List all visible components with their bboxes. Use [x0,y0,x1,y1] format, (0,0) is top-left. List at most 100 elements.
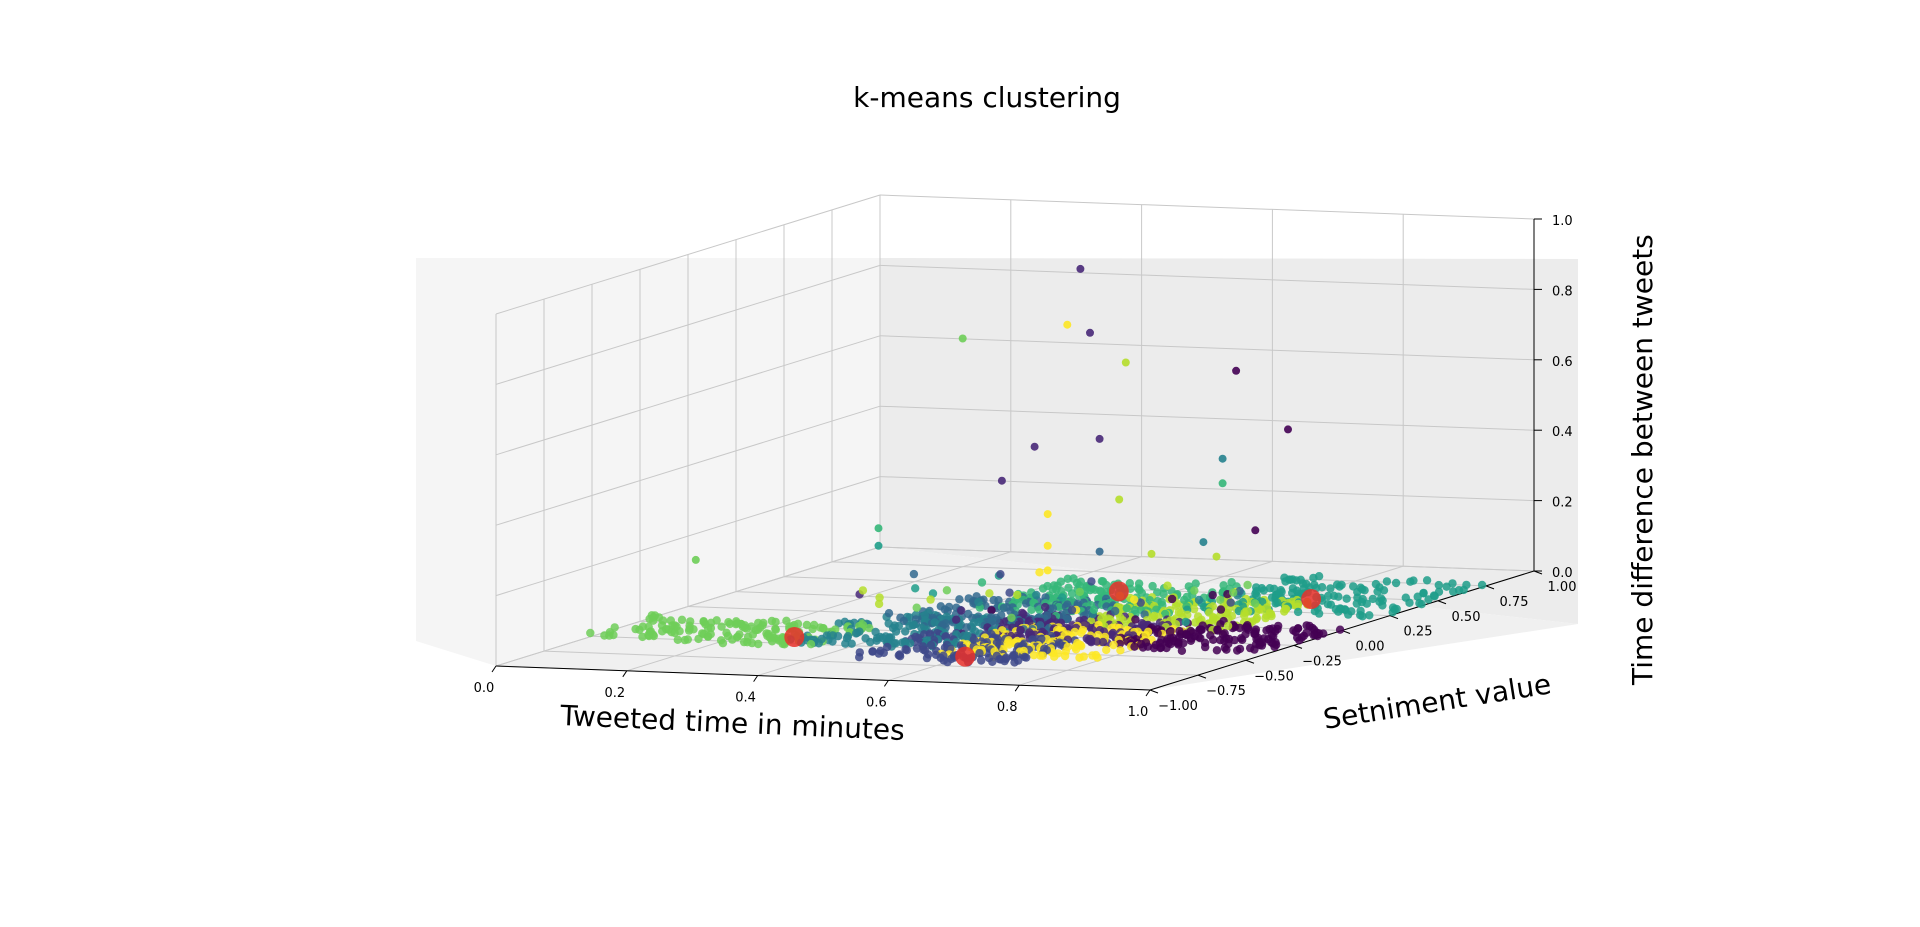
elevated-point [1043,510,1052,519]
chart-title: k-means clustering [853,81,1121,114]
z-tick-label: 0.2 [1552,496,1573,511]
cluster-point [1021,599,1031,608]
cluster-point [1010,658,1019,667]
cluster-point [1174,640,1183,649]
x-tick-label: 1.0 [1128,705,1149,720]
cluster-point [1175,626,1184,636]
back-grid-line-horizontal [879,264,1535,290]
cluster-point [1378,601,1387,610]
y-tick-mark [1245,659,1255,664]
elevated-point [1218,479,1227,488]
cluster-point [1098,637,1108,647]
cluster-point [631,624,640,634]
cluster-point [1063,600,1072,609]
cluster-point [1194,595,1204,605]
elevated-point [958,334,967,343]
cluster-point [1216,595,1225,604]
cluster-point [1181,617,1190,627]
left-grid-line-horizontal [495,546,881,667]
cluster-point [833,632,843,641]
cluster-point [1373,587,1382,596]
cluster-point [1413,592,1422,601]
cluster-point [1060,651,1070,661]
cluster-point [1138,643,1148,652]
elevated-point [1147,549,1156,558]
cluster-point [858,586,868,595]
y-tick-label: 0.50 [1452,610,1481,625]
cluster-point [1167,594,1177,604]
cluster-point [985,589,994,598]
cluster-point [1391,578,1401,588]
elevated-point [1199,538,1208,547]
cluster-point [1250,599,1260,608]
cluster-point [1293,607,1303,617]
cluster-point [1272,640,1281,649]
cluster-point [828,637,837,646]
cluster-point [648,616,658,625]
cluster-point [1236,634,1246,643]
cluster-point [658,627,667,636]
centroid-markers [784,581,1322,667]
cluster-point [1233,646,1242,655]
cluster-point [957,606,966,615]
cluster-point [1038,651,1048,660]
cluster-point [1216,636,1225,645]
cluster-point [1191,579,1200,588]
cluster-point [989,595,998,605]
cluster-point [1360,586,1369,595]
cluster-point [1281,577,1290,586]
cluster-point [1153,629,1162,638]
cluster-point [1357,597,1367,607]
elevated-point [1284,425,1292,434]
elevated-point [1115,495,1124,504]
cluster-point [1209,635,1218,644]
cluster-point [1087,577,1096,586]
cluster-point [943,657,952,667]
x-tick-mark [1014,684,1020,692]
cluster-point [1356,611,1365,620]
cluster-point [911,584,920,593]
cluster-point [1365,611,1374,620]
cluster-point [1002,653,1011,662]
cluster-point [959,631,968,640]
cluster-point [1005,588,1014,597]
cluster-point [1477,580,1487,590]
cluster-point [1027,605,1036,614]
cluster-point [1075,587,1085,597]
cluster-point [902,646,911,655]
cluster-point [1050,652,1059,661]
cluster-point [969,635,979,644]
cluster-point [1021,653,1031,662]
cluster-point [1067,589,1077,598]
cluster-point [866,637,875,647]
back-grid-line-horizontal [879,335,1535,361]
cluster-point [1314,609,1324,618]
cluster-point [1405,598,1414,607]
cluster-point [1007,613,1016,622]
y-tick-mark [1437,600,1447,605]
z-tick-label: 0.0 [1552,566,1573,581]
cluster-point [1041,602,1050,612]
cluster-point [899,616,908,626]
cluster-point [1261,613,1270,623]
cluster-point [767,637,777,646]
elevated-point [1076,264,1085,273]
x-tick-label: 0.2 [604,686,625,701]
cluster-point [1229,588,1238,597]
centroid-marker [1108,581,1129,602]
cluster-point [1162,643,1171,653]
cluster-point [942,586,952,595]
centroid-marker [784,627,805,648]
cluster-point [677,615,687,624]
cluster-point [1109,640,1118,650]
cluster-point [874,599,884,609]
z-tick-label: 0.4 [1552,425,1573,440]
x-axis-label: Tweeted time in minutes [559,699,906,747]
cluster-point [987,606,996,615]
x-tick-mark [753,675,759,682]
cluster-point [1334,592,1343,601]
cluster-point [1235,623,1244,633]
cluster-point [699,617,708,627]
cluster-point [1191,618,1200,627]
cluster-point [920,611,930,620]
